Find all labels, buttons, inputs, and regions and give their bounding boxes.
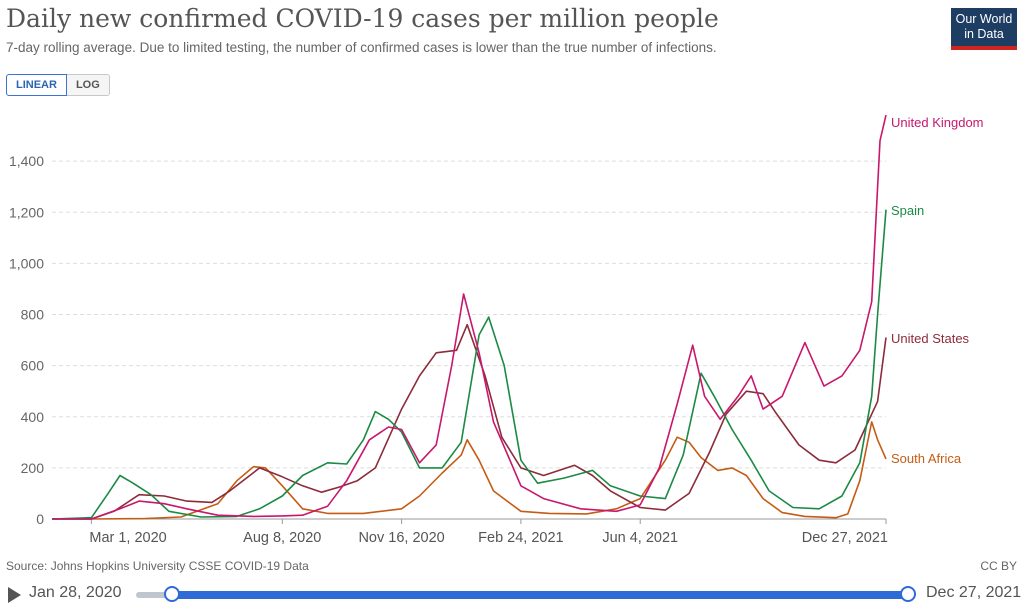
x-tick-label: Nov 16, 2020 — [358, 530, 444, 546]
x-tick-label: Feb 24, 2021 — [478, 530, 563, 546]
timeline-slider: Jan 28, 2020 Dec 27, 2021 — [0, 580, 1023, 610]
series-label: South Africa — [891, 451, 962, 466]
owid-logo[interactable]: Our World in Data — [951, 8, 1017, 50]
x-tick-label: Dec 27, 2021 — [802, 530, 888, 546]
x-tick-label: Mar 1, 2020 — [89, 530, 166, 546]
series-label: United States — [891, 331, 970, 346]
y-tick-label: 1,200 — [9, 204, 44, 220]
x-tick-label: Jun 4, 2021 — [602, 530, 678, 546]
timeline-end-handle[interactable] — [900, 586, 916, 602]
series-line-south-africa — [52, 421, 887, 520]
chart-title: Daily new confirmed COVID-19 cases per m… — [6, 4, 719, 33]
y-tick-label: 200 — [21, 460, 45, 476]
y-tick-label: 800 — [21, 307, 45, 323]
log-scale-button[interactable]: LOG — [66, 74, 110, 96]
x-tick-label: Aug 8, 2020 — [243, 530, 321, 546]
line-chart: 0 200 400 600 800 1,000 1,200 1,400 Mar 1, 2020 A… — [9, 114, 984, 546]
y-tick-label: 0 — [36, 511, 44, 527]
y-tick-label: 1,400 — [9, 153, 44, 169]
y-tick-label: 400 — [21, 409, 45, 425]
timeline-range-fill — [172, 591, 908, 599]
series-line-united-kingdom — [52, 114, 887, 520]
series-line-united-states — [52, 323, 887, 520]
play-icon[interactable] — [8, 587, 21, 603]
series-line-spain — [51, 209, 887, 520]
timeline-end-label: Dec 27, 2021 — [926, 584, 1022, 601]
series-label: Spain — [891, 203, 924, 218]
license-link[interactable]: CC BY — [980, 559, 1017, 573]
linear-scale-button[interactable]: LINEAR — [6, 74, 67, 96]
scale-toggle: LINEAR LOG — [6, 74, 110, 96]
series-label: United Kingdom — [891, 115, 984, 130]
timeline-start-label: Jan 28, 2020 — [29, 584, 122, 601]
logo-line-1: Our World — [955, 12, 1013, 26]
chart-subtitle: 7-day rolling average. Due to limited te… — [6, 40, 717, 55]
logo-line-2: in Data — [964, 27, 1004, 41]
source-note[interactable]: Source: Johns Hopkins University CSSE CO… — [6, 559, 309, 573]
y-tick-label: 1,000 — [9, 255, 44, 271]
timeline-start-handle[interactable] — [164, 586, 180, 602]
y-tick-label: 600 — [21, 358, 45, 374]
